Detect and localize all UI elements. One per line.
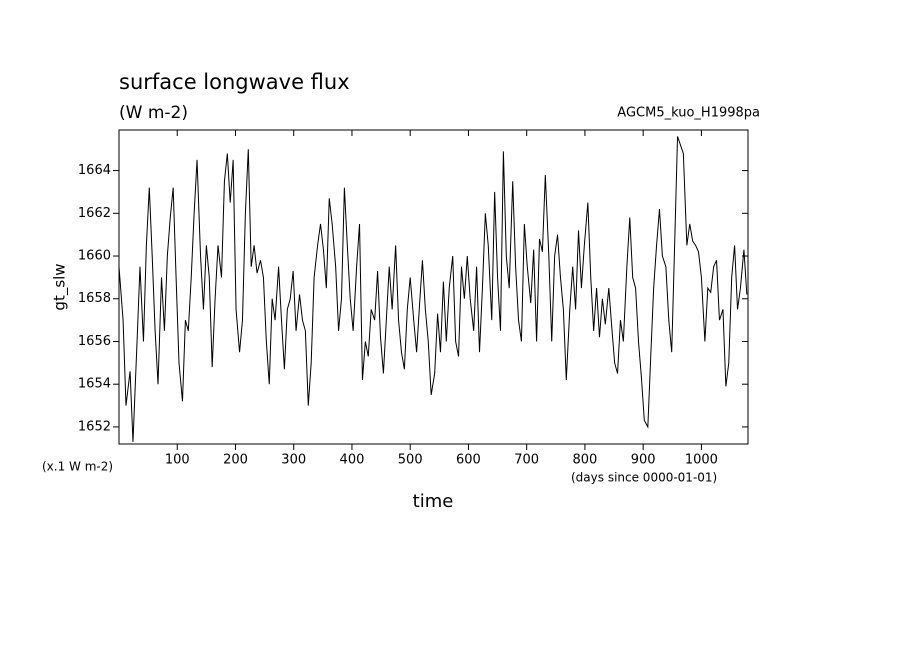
y-tick-label: 1662 bbox=[78, 206, 111, 221]
x-tick-label: 100 bbox=[165, 453, 190, 468]
chart-title: surface longwave flux bbox=[119, 70, 350, 94]
y-tick-label: 1658 bbox=[78, 291, 111, 306]
x-tick-label: 700 bbox=[514, 453, 539, 468]
x-tick-label: 600 bbox=[456, 453, 481, 468]
y-tick-label: 1664 bbox=[78, 163, 111, 178]
x-tick-label: 1000 bbox=[685, 453, 718, 468]
x-tick-label: 400 bbox=[340, 453, 365, 468]
x-tick-label: 900 bbox=[631, 453, 656, 468]
y-tick-label: 1654 bbox=[78, 377, 111, 392]
plot-frame bbox=[118, 129, 749, 445]
y-tick-label: 1652 bbox=[78, 419, 111, 434]
annotation: AGCM5_kuo_H1998pa bbox=[617, 106, 760, 121]
x-axis-unit: (days since 0000-01-01) bbox=[571, 471, 717, 485]
y-axis-unit: (x.1 W m-2) bbox=[42, 460, 113, 474]
x-axis-label: time bbox=[413, 491, 454, 512]
chart-subtitle: (W m-2) bbox=[119, 103, 188, 123]
x-tick-label: 200 bbox=[223, 453, 248, 468]
data-line bbox=[118, 136, 748, 442]
x-tick-label: 500 bbox=[398, 453, 423, 468]
y-tick-label: 1656 bbox=[78, 334, 111, 349]
y-tick-label: 1660 bbox=[78, 249, 111, 264]
x-tick-label: 800 bbox=[573, 453, 598, 468]
x-tick-label: 300 bbox=[281, 453, 306, 468]
y-axis-label: gt_slw bbox=[51, 263, 70, 310]
